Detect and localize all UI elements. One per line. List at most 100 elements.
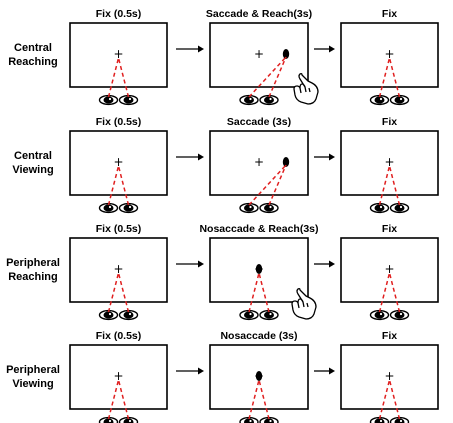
screen-frame: Fix (0.5s) +: [69, 223, 168, 321]
eye-icon: [259, 309, 279, 321]
gaze-line: [268, 56, 287, 98]
eye-glint: [269, 419, 272, 423]
screen-rect: [69, 237, 168, 303]
arrow-right-icon: [176, 260, 204, 268]
eye-glint: [128, 97, 132, 101]
eye-pupil: [264, 204, 274, 212]
target-dot-icon: [255, 264, 263, 274]
eye-pupil: [244, 204, 254, 212]
gaze-line: [248, 56, 287, 98]
arrow-head: [198, 45, 204, 53]
frame-title: Nosaccade (3s): [220, 330, 297, 342]
arrow-right-icon: [314, 45, 335, 53]
eye-glint: [128, 312, 132, 316]
eye-glint: [269, 205, 272, 209]
eye-pupil: [394, 311, 405, 319]
eye-glint: [399, 312, 403, 316]
eye-glint: [128, 419, 132, 423]
eye-icon: [118, 416, 139, 423]
frame-title: Fix (0.5s): [96, 8, 142, 20]
eye-icon: [239, 94, 259, 106]
eye-pupil: [374, 418, 385, 423]
arrow-head: [198, 153, 204, 161]
screen-frame: Fix +: [340, 116, 439, 214]
eye-glint: [379, 97, 383, 101]
eye-icon: [369, 309, 390, 321]
screen-rect: [209, 130, 309, 196]
fixation-cross: +: [254, 155, 264, 169]
eye-icon: [259, 202, 279, 214]
screen-frame: Fix +: [340, 8, 439, 106]
arrow-right-icon: [176, 367, 204, 375]
eye-icon: [118, 94, 139, 106]
screen-frame: Nosaccade & Reach(3s)+: [199, 223, 319, 321]
eye-icon: [239, 202, 259, 214]
fixation-cross: +: [384, 262, 394, 276]
eye-icon: [118, 309, 139, 321]
screen-rect: [69, 130, 168, 196]
eye-pupil: [394, 204, 405, 212]
eye-glint: [379, 312, 383, 316]
screen-rect: [340, 344, 439, 410]
gaze-line: [248, 164, 287, 206]
task-row: Peripheral Viewing Fix (0.5s) + Nosaccade (3…: [6, 330, 439, 423]
eye-pupil: [103, 204, 114, 212]
frame-title: Fix: [382, 8, 397, 20]
arrow-right-icon: [314, 367, 335, 375]
eye-pupil: [264, 311, 274, 319]
eyes: [369, 416, 410, 423]
eye-pupil: [123, 311, 134, 319]
target-dot-icon: [282, 157, 290, 167]
row-label: Peripheral Viewing: [6, 364, 60, 390]
eye-glint: [269, 312, 272, 316]
frame-title: Fix (0.5s): [96, 116, 142, 128]
eye-pupil: [103, 96, 114, 104]
eye-pupil: [394, 96, 405, 104]
eye-glint: [108, 312, 112, 316]
frame-title: Saccade & Reach(3s): [206, 8, 312, 20]
eye-pupil: [394, 418, 405, 423]
eye-pupil: [374, 96, 385, 104]
screen-rect: [340, 22, 439, 88]
eye-glint: [399, 97, 403, 101]
frame-title: Fix (0.5s): [96, 223, 142, 235]
fixation-cross: +: [113, 47, 123, 61]
eye-icon: [98, 416, 119, 423]
row-label: Central Reaching: [8, 42, 58, 68]
eye-icon: [98, 94, 119, 106]
row-label-line: Viewing: [12, 378, 53, 390]
target-dot-icon: [255, 371, 263, 381]
row-label-line: Peripheral: [6, 364, 60, 376]
arrow-head: [329, 367, 335, 375]
eyes: [98, 309, 139, 321]
eye-pupil: [123, 96, 134, 104]
arrow-head: [198, 367, 204, 375]
eye-glint: [399, 205, 403, 209]
eye-glint: [249, 312, 252, 316]
eye-icon: [98, 309, 119, 321]
eye-glint: [128, 205, 132, 209]
eye-pupil: [244, 311, 254, 319]
row-label: Peripheral Reaching: [6, 257, 60, 283]
screen-frame: Saccade & Reach(3s) +: [206, 8, 319, 106]
frame-title: Saccade (3s): [227, 116, 291, 128]
screen-frame: Nosaccade (3s)+: [209, 330, 309, 423]
eye-pupil: [374, 311, 385, 319]
row-label-line: Central: [14, 42, 52, 54]
eye-glint: [108, 97, 112, 101]
screen-frame: Fix +: [340, 223, 439, 321]
eyes: [369, 309, 410, 321]
eyes: [98, 202, 139, 214]
row-label-line: Reaching: [8, 56, 58, 68]
arrow-right-icon: [314, 260, 335, 268]
screen-rect: [69, 22, 168, 88]
fixation-cross: +: [254, 47, 264, 61]
screen-rect: [209, 22, 309, 88]
eyes: [98, 94, 139, 106]
screen-frame: Saccade (3s) +: [209, 116, 309, 214]
eye-icon: [259, 94, 279, 106]
screen-rect: [340, 237, 439, 303]
eyes: [369, 94, 410, 106]
